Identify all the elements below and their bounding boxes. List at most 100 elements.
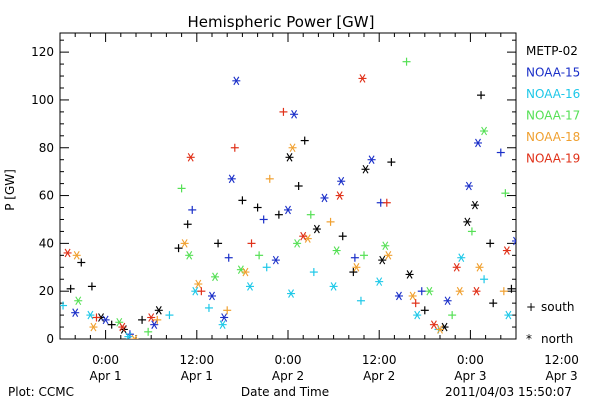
star-d2 xyxy=(42,311,47,319)
data-point-north xyxy=(185,251,194,260)
star-d1 xyxy=(548,316,553,324)
star-d2 xyxy=(73,251,80,260)
star-d2 xyxy=(430,320,437,329)
x-tick-time: 0:00 xyxy=(275,353,302,367)
data-point-north xyxy=(211,272,220,282)
marker-legend-north: north xyxy=(541,332,573,346)
data-point-south xyxy=(165,311,174,320)
star-d2 xyxy=(333,246,340,255)
star-d2 xyxy=(505,310,512,320)
data-point-south xyxy=(448,311,457,320)
star-d1 xyxy=(565,287,570,295)
data-point-south xyxy=(255,251,264,260)
data-point-south xyxy=(420,306,429,315)
star-d2 xyxy=(187,153,194,162)
data-point-north xyxy=(384,251,393,260)
star-d2 xyxy=(567,266,572,274)
data-point-south xyxy=(214,239,223,248)
star-d2 xyxy=(75,296,82,306)
star-d2 xyxy=(503,246,510,255)
data-point-south xyxy=(230,143,239,152)
data-point-north xyxy=(463,217,472,227)
x-tick-time: 0:00 xyxy=(457,353,484,367)
data-point-north xyxy=(425,286,434,296)
star-d2 xyxy=(116,317,123,327)
star-d1 xyxy=(526,223,531,231)
y-tick-label: 60 xyxy=(39,189,54,203)
star-d2 xyxy=(304,234,311,243)
star-d2 xyxy=(126,332,132,339)
data-point-north xyxy=(194,279,203,289)
data-point-south xyxy=(300,136,309,145)
star-d2 xyxy=(535,273,540,281)
plot-credit: Plot: CCMC xyxy=(8,385,74,399)
star-d2 xyxy=(313,224,320,234)
x-tick-time: 12:00 xyxy=(180,353,215,367)
data-point-north xyxy=(72,251,81,260)
star-d2 xyxy=(379,255,386,265)
star-d2 xyxy=(321,193,328,203)
x-tick-date: Apr 3 xyxy=(454,369,486,383)
star-d2 xyxy=(64,248,71,258)
data-point-south xyxy=(87,282,96,291)
data-point-north xyxy=(41,311,49,319)
data-point-south xyxy=(42,302,50,310)
star-d2 xyxy=(133,334,138,339)
data-point-north xyxy=(74,296,83,306)
data-point-north xyxy=(232,76,241,86)
data-point-north xyxy=(220,313,229,322)
star-d2 xyxy=(458,253,465,263)
y-tick-label: 0 xyxy=(46,332,54,346)
data-point-north xyxy=(524,223,532,231)
star-d2 xyxy=(475,138,481,148)
data-point-north xyxy=(429,320,438,329)
data-point-south xyxy=(356,296,365,305)
data-point-south xyxy=(204,303,213,312)
data-point-south xyxy=(517,144,525,152)
data-point-north xyxy=(436,325,444,334)
series-legend: METP-02 NOAA-15 NOAA-16 NOAA-17 NOAA-18 NOAA-… xyxy=(526,44,580,166)
data-point-north xyxy=(124,332,133,339)
data-point-south xyxy=(92,313,101,322)
x-axis: 0:00 Apr 1 12:00 Apr 1 0:00 Apr 2 12:00 Apr 2 0:… xyxy=(59,33,579,383)
data-point-north xyxy=(208,291,216,301)
star-d2 xyxy=(221,313,228,322)
data-point-north xyxy=(38,311,46,319)
y-tick-label: 20 xyxy=(39,284,54,298)
star-d2 xyxy=(247,282,253,291)
data-point-north xyxy=(405,270,414,279)
data-point-south xyxy=(177,184,186,193)
data-point-south xyxy=(387,158,396,167)
data-point-south xyxy=(496,148,505,157)
x-tick-time: 12:00 xyxy=(544,353,579,367)
data-point-north xyxy=(147,313,156,322)
star-d2 xyxy=(272,255,279,265)
data-point-south xyxy=(188,205,197,214)
star-d2 xyxy=(98,313,105,322)
star-d2 xyxy=(289,143,296,153)
star-d2 xyxy=(541,239,546,247)
data-point-north xyxy=(290,109,299,119)
y-tick-label: 40 xyxy=(39,236,54,250)
star-d2 xyxy=(548,316,553,324)
data-point-south xyxy=(77,258,86,267)
data-point-north xyxy=(284,205,292,215)
legend-entry: METP-02 xyxy=(526,44,578,58)
star-d1 xyxy=(54,302,59,310)
star-d2 xyxy=(219,320,226,329)
star-d2 xyxy=(385,251,392,260)
data-point-south xyxy=(489,299,498,308)
data-point-north xyxy=(464,181,473,191)
data-point-south xyxy=(507,284,516,293)
data-point-south xyxy=(542,318,550,326)
data-point-south xyxy=(183,220,192,229)
star-d1 xyxy=(53,306,58,314)
star-d1 xyxy=(513,236,516,243)
star-d2 xyxy=(406,270,413,279)
data-point-south xyxy=(265,174,274,183)
legend-entry: NOAA-16 xyxy=(526,87,580,101)
star-d2 xyxy=(382,241,389,251)
star-d2 xyxy=(148,313,155,322)
data-point-south xyxy=(223,306,232,315)
data-point-north xyxy=(285,153,294,162)
